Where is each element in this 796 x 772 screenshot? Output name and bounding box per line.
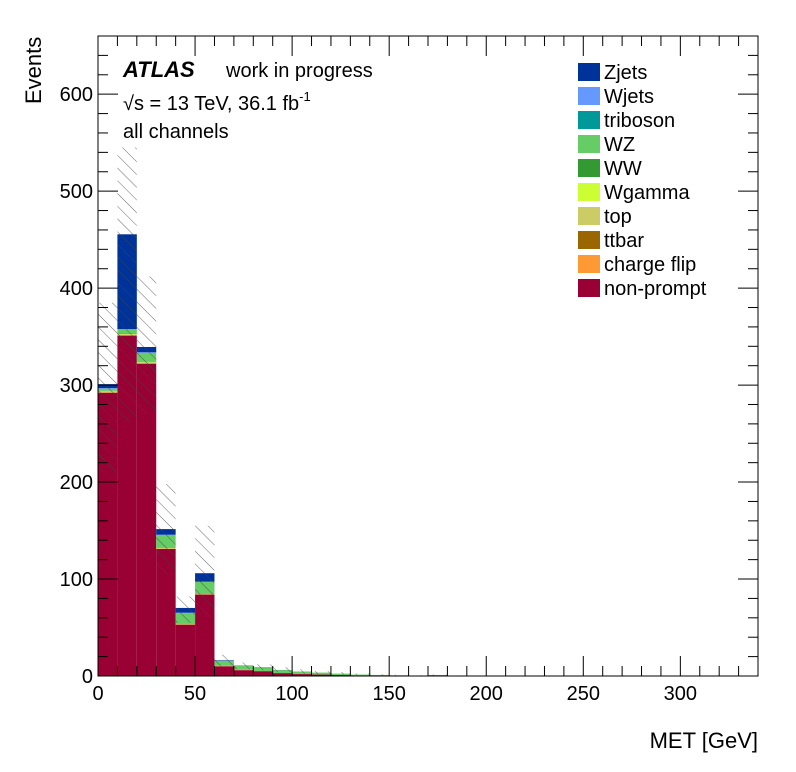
bar-non-prompt-bin-3 <box>156 548 176 676</box>
y-tick-label-0: 0 <box>82 666 93 688</box>
atlas-label: ATLAS <box>122 57 195 82</box>
x-tick-label-150: 150 <box>372 683 405 705</box>
energy-text: = 13 TeV, 36.1 fb <box>144 93 299 115</box>
x-tick-label-100: 100 <box>275 683 308 705</box>
legend-label-ttbar: ttbar <box>604 230 644 252</box>
x-tick-labels: 0 50 100 150 200 250 300 <box>92 683 697 705</box>
uncertainty-bin-11 <box>311 671 331 675</box>
legend-swatch-top <box>578 207 600 225</box>
uncertainty-bin-5 <box>195 525 215 618</box>
x-tick-label-0: 0 <box>92 683 103 705</box>
legend-label-triboson: triboson <box>604 110 675 132</box>
x-tick-label-300: 300 <box>664 683 697 705</box>
channel-label: all channels <box>123 121 229 143</box>
uncertainty-bin-4 <box>175 596 196 623</box>
stacked-bars <box>98 234 487 676</box>
x-tick-label-50: 50 <box>184 683 206 705</box>
legend-label-wz: WZ <box>604 134 635 156</box>
bar-non-prompt-bin-7 <box>233 670 254 676</box>
lumi-exponent: -1 <box>299 89 311 104</box>
bar-non-prompt-bin-11 <box>311 674 331 676</box>
uncertainty-bin-10 <box>292 669 312 674</box>
y-tick-label-200: 200 <box>60 472 93 494</box>
legend-label-charge-flip: charge flip <box>604 254 696 276</box>
y-tick-label-400: 400 <box>60 278 93 300</box>
y-axis-title: Events <box>21 37 46 104</box>
uncertainty-bin-0 <box>98 302 118 473</box>
bar-non-prompt-bin-8 <box>253 671 273 676</box>
legend-label-top: top <box>604 206 632 228</box>
legend-label-zjets: Zjets <box>604 62 647 84</box>
y-tick-label-600: 600 <box>60 84 93 106</box>
uncertainty-bin-1 <box>117 147 137 422</box>
legend-swatch-zjets <box>578 63 600 81</box>
y-tick-label-300: 300 <box>60 375 93 397</box>
bar-non-prompt-bin-9 <box>272 673 293 676</box>
legend-swatch-ww <box>578 159 600 177</box>
legend-label-wgamma: Wgamma <box>604 182 690 204</box>
legend-swatch-wgamma <box>578 183 600 201</box>
legend-swatch-non-prompt <box>578 279 600 297</box>
x-tick-label-250: 250 <box>567 683 600 705</box>
bar-non-prompt-bin-2 <box>136 363 157 676</box>
uncertainty-bin-3 <box>156 484 176 575</box>
status-label: work in progress <box>225 60 373 82</box>
uncertainty-bin-13 <box>350 673 370 676</box>
x-axis-title: MET [GeV] <box>650 728 758 753</box>
legend-swatch-charge-flip <box>578 255 600 273</box>
legend: ZjetsWjetstribosonWZWWWgammatopttbarchar… <box>578 62 707 300</box>
bar-non-prompt-bin-6 <box>214 666 234 676</box>
legend-swatch-ttbar <box>578 231 600 249</box>
y-tick-label-500: 500 <box>60 181 93 203</box>
legend-label-non-prompt: non-prompt <box>604 278 707 300</box>
uncertainty-bin-8 <box>253 664 273 671</box>
bar-non-prompt-bin-10 <box>292 674 312 676</box>
uncertainty-bin-12 <box>330 672 351 675</box>
bar-wz-bin-13 <box>350 674 370 676</box>
uncertainty-bin-9 <box>272 667 293 673</box>
bar-non-prompt-bin-4 <box>175 624 196 676</box>
uncertainty-bin-2 <box>136 276 157 415</box>
axis-ticks <box>97 35 759 677</box>
energy-label: √s = 13 TeV, 36.1 fb-1 <box>123 89 311 115</box>
uncertainty-bin-14 <box>369 674 390 676</box>
uncertainty-band <box>98 147 487 676</box>
legend-swatch-wz <box>578 135 600 153</box>
uncertainty-bin-6 <box>214 654 234 667</box>
legend-swatch-triboson <box>578 111 600 129</box>
uncertainty-bin-15 <box>389 674 409 676</box>
x-tick-label-200: 200 <box>470 683 503 705</box>
y-tick-labels: 0 100 200 300 400 500 600 <box>60 84 93 688</box>
legend-label-wjets: Wjets <box>604 86 654 108</box>
sqrt-s-text: √s <box>123 93 144 115</box>
legend-label-ww: WW <box>604 158 642 180</box>
legend-swatch-wjets <box>578 87 600 105</box>
uncertainty-bin-7 <box>233 662 254 670</box>
y-tick-label-100: 100 <box>60 569 93 591</box>
uncertainty-bin-17 <box>428 674 448 676</box>
